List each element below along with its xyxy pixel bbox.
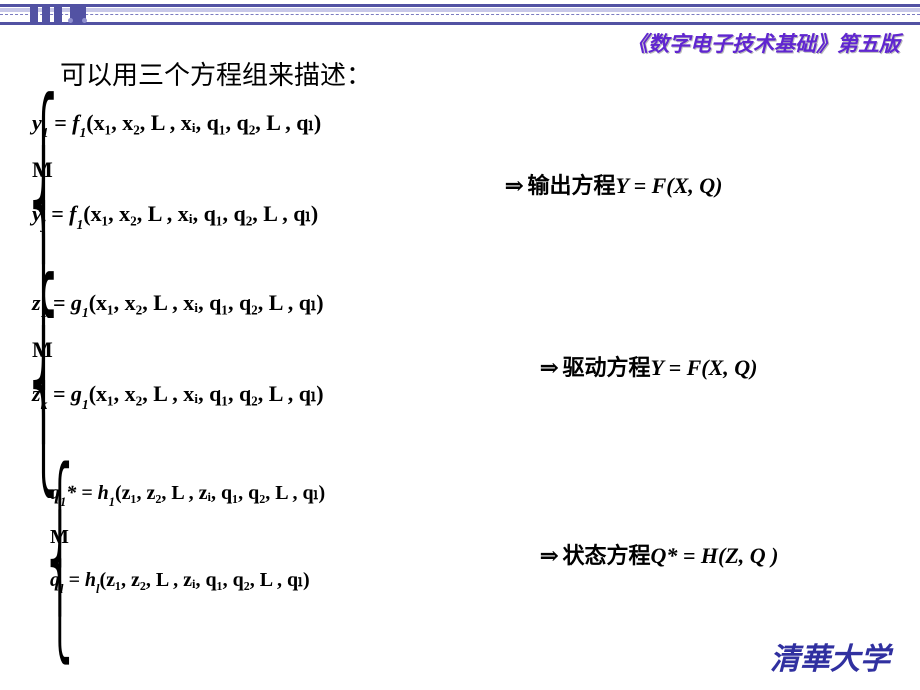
equation-group-1: y1 = f1(x₁, x₂, L , xᵢ, q₁, q₂, L , qₗ) … [32,110,321,249]
intro-text: 可以用三个方程组来描述： [60,55,372,92]
textbook-title: 《数字电子技术基础》第五版 [627,28,900,58]
eq-line: q1* = h1(z₁, z₂, L , zᵢ, q₁, q₂, L , qₗ) [50,480,325,508]
result-output-eq: ⇒输出方程Y = F(X, Q) [505,168,723,200]
eq-line: y1 = f1(x₁, x₂, L , xᵢ, q₁, q₂, L , qₗ) [32,110,321,139]
eq-line: ql = hl(z₁, z₂, L , zᵢ, q₁, q₂, L , qₗ) [50,567,325,595]
equation-group-3: q1* = h1(z₁, z₂, L , zᵢ, q₁, q₂, L , qₗ)… [50,480,325,613]
eq-line: zk = g1(x₁, x₂, L , xᵢ, q₁, q₂, L , qₗ) [32,381,324,410]
eq-line: M [32,337,324,363]
eq-line: M [32,157,321,183]
eq-line: z1 = g1(x₁, x₂, L , xᵢ, q₁, q₂, L , qₗ) [32,290,324,319]
eq-line: yj = f1(x₁, x₂, L , xᵢ, q₁, q₂, L , qₗ) [32,201,321,230]
equation-group-2: z1 = g1(x₁, x₂, L , xᵢ, q₁, q₂, L , qₗ) … [32,290,324,429]
result-state-eq: ⇒状态方程Q* = H(Z, Q ) [540,538,778,570]
university-logo: 清華大学 [770,634,890,678]
eq-line: M [50,526,325,549]
result-drive-eq: ⇒驱动方程Y = F(X, Q) [540,350,758,382]
slide-top-border [0,0,920,30]
